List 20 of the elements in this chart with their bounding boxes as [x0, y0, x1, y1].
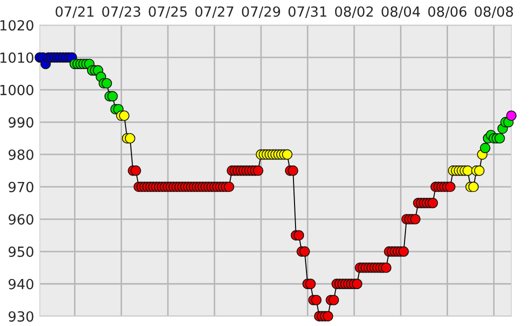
x-tick-label: 08/08: [474, 6, 513, 18]
x-tick-label: 07/21: [56, 6, 94, 18]
y-tick-label: 990: [8, 117, 34, 128]
x-tick-label: 08/04: [382, 6, 420, 18]
y-tick-label: 1020: [0, 20, 34, 31]
x-tick-label: 07/23: [102, 6, 140, 18]
y-tick-label: 930: [8, 311, 34, 322]
y-tick-label: 970: [8, 182, 34, 192]
x-tick-label: 08/06: [428, 6, 466, 18]
x-tick-label: 07/31: [288, 6, 326, 18]
y-tick-label: 1010: [0, 52, 34, 63]
y-tick-label: 940: [8, 278, 34, 290]
x-tick-label: 07/27: [195, 6, 234, 18]
x-tick-label: 08/02: [335, 6, 373, 18]
x-tick-label: 07/25: [148, 6, 187, 18]
y-tick-label: 1000: [0, 84, 34, 96]
y-tick-label: 960: [8, 214, 34, 225]
x-tick-label: 07/29: [242, 6, 280, 18]
y-tick-label: 980: [8, 149, 34, 160]
y-tick-label: 950: [8, 246, 34, 257]
